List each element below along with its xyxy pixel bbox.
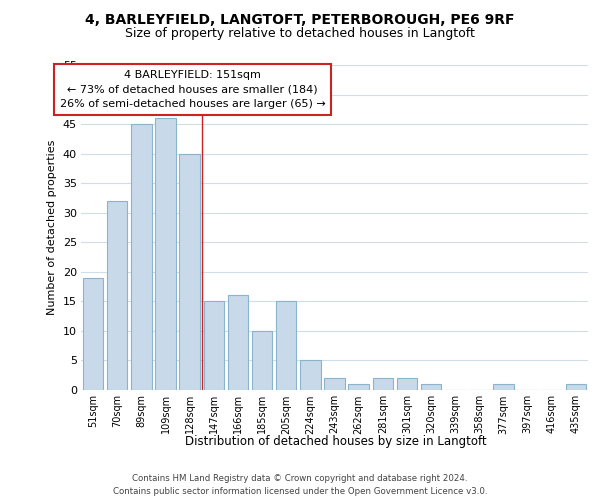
Text: Contains HM Land Registry data © Crown copyright and database right 2024.
Contai: Contains HM Land Registry data © Crown c… — [113, 474, 487, 496]
Bar — [252, 331, 272, 390]
Bar — [397, 378, 417, 390]
Bar — [227, 296, 248, 390]
Bar — [493, 384, 514, 390]
Bar — [179, 154, 200, 390]
Text: 4 BARLEYFIELD: 151sqm
← 73% of detached houses are smaller (184)
26% of semi-det: 4 BARLEYFIELD: 151sqm ← 73% of detached … — [59, 70, 325, 110]
Bar — [349, 384, 369, 390]
Bar — [83, 278, 103, 390]
Bar — [421, 384, 442, 390]
Text: Distribution of detached houses by size in Langtoft: Distribution of detached houses by size … — [185, 435, 487, 448]
Bar — [155, 118, 176, 390]
Bar — [203, 302, 224, 390]
Y-axis label: Number of detached properties: Number of detached properties — [47, 140, 57, 315]
Bar — [131, 124, 152, 390]
Bar — [566, 384, 586, 390]
Bar — [107, 201, 127, 390]
Text: Size of property relative to detached houses in Langtoft: Size of property relative to detached ho… — [125, 28, 475, 40]
Bar — [300, 360, 320, 390]
Bar — [373, 378, 393, 390]
Bar — [324, 378, 345, 390]
Text: 4, BARLEYFIELD, LANGTOFT, PETERBOROUGH, PE6 9RF: 4, BARLEYFIELD, LANGTOFT, PETERBOROUGH, … — [85, 12, 515, 26]
Bar — [276, 302, 296, 390]
